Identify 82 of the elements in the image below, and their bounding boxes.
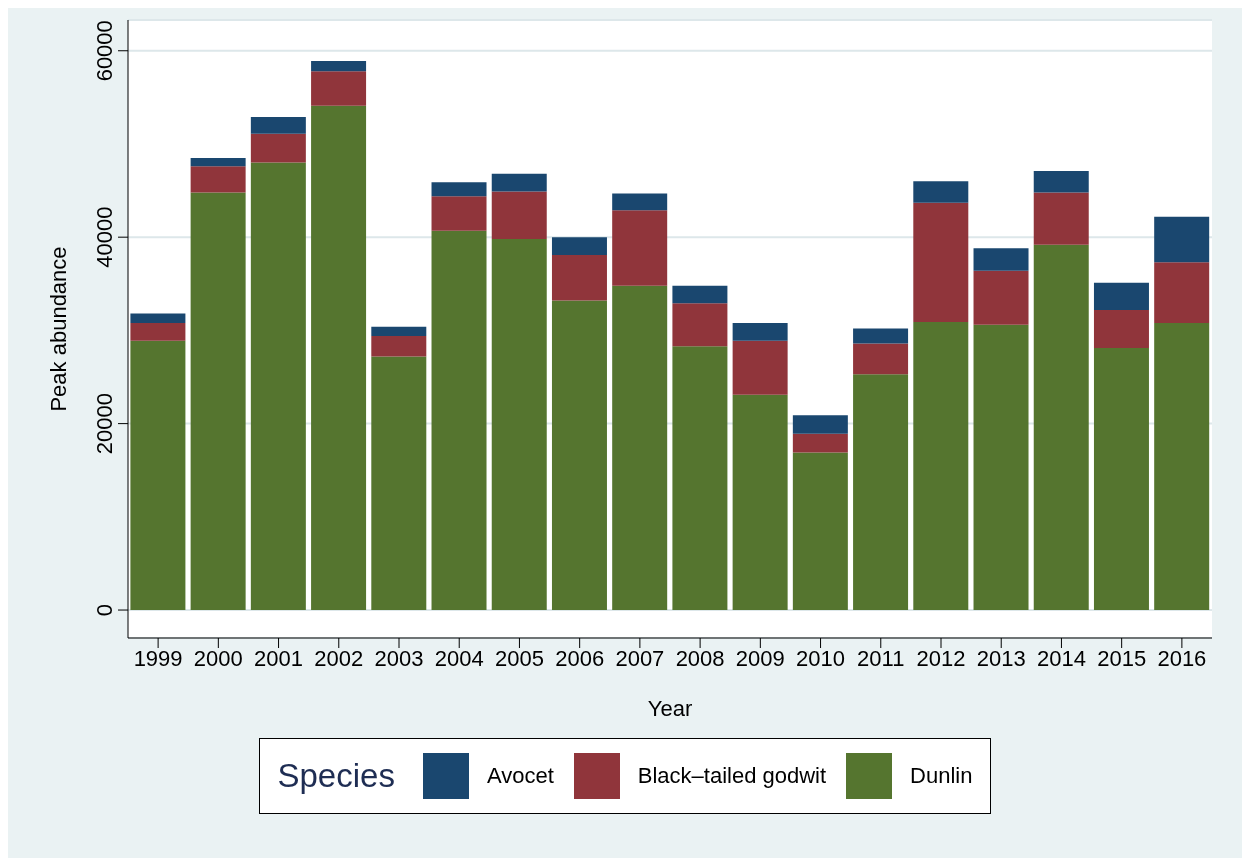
bar [853, 328, 909, 344]
x-tick-label: 2014 [1036, 645, 1086, 671]
x-tick-label: 2013 [976, 645, 1026, 671]
x-tick-label: 2011 [857, 645, 905, 671]
bar [1093, 348, 1149, 611]
bar [853, 374, 909, 611]
bar [250, 162, 306, 611]
bar [672, 346, 728, 611]
bar [250, 116, 306, 134]
bar [371, 356, 427, 611]
x-tick-label: 1999 [133, 645, 183, 671]
y-tick-label: 60000 [92, 20, 117, 82]
y-tick-label: 20000 [92, 393, 117, 455]
y-tick-label: 40000 [92, 206, 117, 268]
y-tick-label: 0 [92, 603, 117, 617]
bar [1033, 171, 1089, 193]
bar [1093, 282, 1149, 310]
x-tick-label: 2001 [254, 645, 304, 671]
x-tick-label: 2003 [374, 645, 424, 671]
bar [371, 326, 427, 336]
bar [551, 254, 607, 301]
bar [371, 335, 427, 357]
bar [973, 248, 1029, 271]
x-tick-label: 2012 [916, 645, 966, 671]
bar [190, 157, 246, 167]
x-tick-label: 2016 [1157, 645, 1207, 671]
bar [311, 61, 367, 72]
bar [1154, 322, 1210, 611]
bar [431, 230, 487, 611]
x-tick-label: 2005 [494, 645, 544, 671]
bar [130, 322, 186, 341]
bar [431, 196, 487, 231]
bar [973, 324, 1029, 611]
x-tick-label: 2010 [796, 645, 846, 671]
bar [130, 313, 186, 323]
x-tick-label: 2009 [735, 645, 785, 671]
bar [913, 202, 969, 323]
x-axis-title: Year [647, 696, 693, 721]
bar [913, 181, 969, 203]
x-tick-label: 2004 [434, 645, 484, 671]
legend-label: Dunlin [910, 763, 973, 789]
legend-label: Avocet [486, 763, 554, 789]
bar [672, 303, 728, 347]
bar [732, 394, 788, 611]
x-tick-label: 2006 [555, 645, 605, 671]
bar [612, 193, 668, 211]
bar [190, 166, 246, 193]
bar [311, 105, 367, 611]
x-tick-label: 2008 [675, 645, 725, 671]
bar [1154, 262, 1210, 323]
y-axis-title: Peak abundance [45, 246, 71, 412]
x-tick-label: 2000 [193, 645, 243, 671]
bar [792, 452, 848, 611]
bar [250, 133, 306, 163]
bar [551, 237, 607, 255]
bar [672, 285, 728, 304]
x-tick-label: 2007 [615, 645, 665, 671]
bar [491, 173, 547, 192]
bar [130, 340, 186, 611]
legend-label: Black–tailed godwit [637, 763, 827, 789]
x-tick-label: 2002 [314, 645, 364, 671]
bar [1033, 244, 1089, 611]
bar [853, 343, 909, 375]
bar [612, 285, 668, 611]
bar [732, 340, 788, 395]
bar [973, 270, 1029, 325]
bar [913, 322, 969, 611]
bar [551, 300, 607, 611]
bar [491, 191, 547, 240]
bar [1093, 309, 1149, 349]
bar [1154, 216, 1210, 263]
bar [792, 415, 848, 434]
bar [612, 210, 668, 286]
bar [491, 239, 547, 611]
x-tick-label: 2015 [1097, 645, 1147, 671]
bar [1033, 192, 1089, 245]
bar [732, 322, 788, 341]
bar [190, 192, 246, 611]
bar [431, 182, 487, 197]
bar [311, 71, 367, 106]
bar [792, 433, 848, 453]
legend-title: Species [277, 757, 395, 795]
